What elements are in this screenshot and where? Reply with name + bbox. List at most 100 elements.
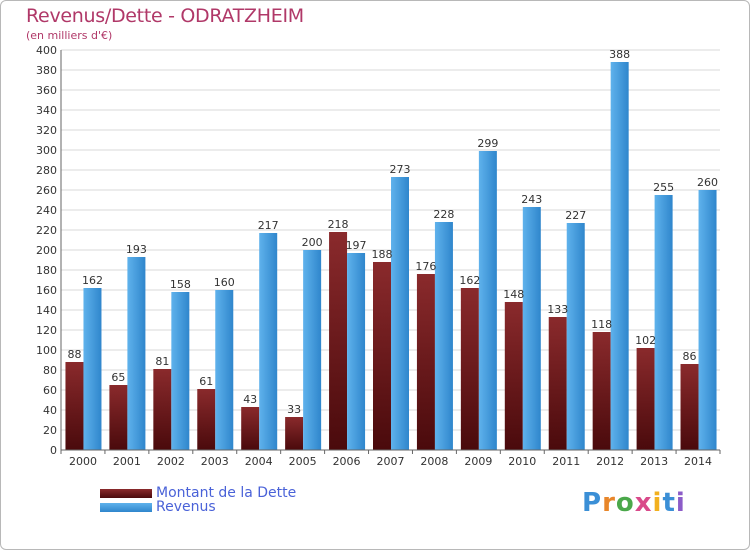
data-label-debt: 61 xyxy=(199,375,213,388)
x-tick-label: 2000 xyxy=(69,455,97,468)
y-tick-label: 60 xyxy=(43,384,57,397)
data-label-debt: 102 xyxy=(635,334,656,347)
bar-revenus xyxy=(654,195,673,450)
bar-debt xyxy=(65,362,84,450)
bar-debt xyxy=(416,274,435,450)
y-tick-label: 40 xyxy=(43,404,57,417)
x-tick-label: 2001 xyxy=(113,455,141,468)
legend-swatch-debt xyxy=(100,488,152,498)
logo-letter: r xyxy=(602,488,616,518)
data-label-debt: 88 xyxy=(67,348,81,361)
y-tick-label: 20 xyxy=(43,424,57,437)
data-label-revenus: 217 xyxy=(258,219,279,232)
data-label-revenus: 255 xyxy=(653,181,674,194)
y-tick-label: 220 xyxy=(36,224,57,237)
bar-debt xyxy=(197,389,216,450)
data-label-debt: 148 xyxy=(503,288,524,301)
y-tick-label: 340 xyxy=(36,104,57,117)
logo-letter: P xyxy=(582,488,603,518)
bar-revenus xyxy=(303,250,322,450)
data-label-revenus: 200 xyxy=(302,236,323,249)
bar-debt xyxy=(592,332,611,450)
x-tick-label: 2013 xyxy=(640,455,668,468)
data-label-revenus: 388 xyxy=(609,48,630,61)
bar-revenus xyxy=(610,62,629,450)
data-label-debt: 188 xyxy=(372,248,393,261)
y-tick-label: 100 xyxy=(36,344,57,357)
x-tick-label: 2006 xyxy=(333,455,361,468)
y-tick-label: 300 xyxy=(36,144,57,157)
y-tick-label: 140 xyxy=(36,304,57,317)
bar-debt xyxy=(460,288,479,450)
data-label-debt: 133 xyxy=(547,303,568,316)
y-tick-label: 260 xyxy=(36,184,57,197)
x-tick-label: 2014 xyxy=(684,455,712,468)
data-label-revenus: 299 xyxy=(477,137,498,150)
data-label-revenus: 193 xyxy=(126,243,147,256)
bar-debt xyxy=(373,262,391,450)
data-label-debt: 81 xyxy=(155,355,169,368)
y-tick-label: 320 xyxy=(36,124,57,137)
data-label-revenus: 260 xyxy=(697,176,718,189)
logo-letter: t xyxy=(662,488,676,518)
bar-debt xyxy=(680,364,699,450)
y-tick-label: 240 xyxy=(36,204,57,217)
logo-letter: i xyxy=(652,488,663,518)
x-tick-label: 2011 xyxy=(552,455,580,468)
data-label-debt: 118 xyxy=(591,318,612,331)
data-label-revenus: 162 xyxy=(82,274,103,287)
data-label-debt: 162 xyxy=(459,274,480,287)
x-tick-label: 2010 xyxy=(508,455,536,468)
y-tick-label: 80 xyxy=(43,364,57,377)
legend: Montant de la Dette Revenus xyxy=(100,485,297,515)
y-tick-label: 200 xyxy=(36,244,57,257)
x-tick-label: 2012 xyxy=(596,455,624,468)
data-label-revenus: 228 xyxy=(433,208,454,221)
y-tick-label: 280 xyxy=(36,164,57,177)
chart-title: Revenus/Dette - ODRATZHEIM xyxy=(26,5,304,27)
data-label-revenus: 158 xyxy=(170,278,191,291)
bar-debt xyxy=(548,317,567,450)
legend-item-revenus: Revenus xyxy=(100,499,296,515)
bar-revenus xyxy=(215,290,234,450)
chart-subtitle: (en milliers d'€) xyxy=(26,29,113,42)
x-tick-label: 2004 xyxy=(245,455,273,468)
data-label-debt: 33 xyxy=(287,403,301,416)
bar-revenus xyxy=(434,222,453,450)
bar-debt xyxy=(636,348,655,450)
legend-label-revenus: Revenus xyxy=(156,499,216,515)
bar-revenus xyxy=(171,292,190,450)
x-tick-label: 2008 xyxy=(420,455,448,468)
proxiti-logo: Proxiti xyxy=(582,488,686,518)
bar-revenus xyxy=(566,223,585,450)
data-label-debt: 65 xyxy=(111,371,125,384)
y-tick-label: 380 xyxy=(36,64,57,77)
x-tick-label: 2009 xyxy=(464,455,492,468)
y-tick-label: 180 xyxy=(36,264,57,277)
data-label-debt: 43 xyxy=(243,393,257,406)
x-tick-label: 2003 xyxy=(201,455,229,468)
logo-letter: i xyxy=(675,488,686,518)
bar-revenus xyxy=(478,151,497,450)
y-tick-label: 160 xyxy=(36,284,57,297)
bar-revenus xyxy=(522,207,541,450)
bar-debt xyxy=(109,385,128,450)
legend-label-debt: Montant de la Dette xyxy=(156,485,297,501)
legend-item-debt: Montant de la Dette xyxy=(100,485,297,501)
data-label-revenus: 197 xyxy=(346,239,367,252)
y-tick-label: 400 xyxy=(36,44,57,57)
data-label-debt: 218 xyxy=(328,218,349,231)
bar-revenus xyxy=(83,288,102,450)
bar-debt xyxy=(153,369,172,450)
data-label-revenus: 243 xyxy=(521,193,542,206)
y-tick-label: 120 xyxy=(36,324,57,337)
x-tick-label: 2007 xyxy=(377,455,405,468)
y-tick-label: 360 xyxy=(36,84,57,97)
data-label-revenus: 160 xyxy=(214,276,235,289)
y-tick-label: 0 xyxy=(50,444,57,457)
x-tick-label: 2005 xyxy=(289,455,317,468)
legend-swatch-revenus xyxy=(100,502,152,512)
bar-revenus xyxy=(259,233,278,450)
bar-revenus xyxy=(391,177,409,450)
